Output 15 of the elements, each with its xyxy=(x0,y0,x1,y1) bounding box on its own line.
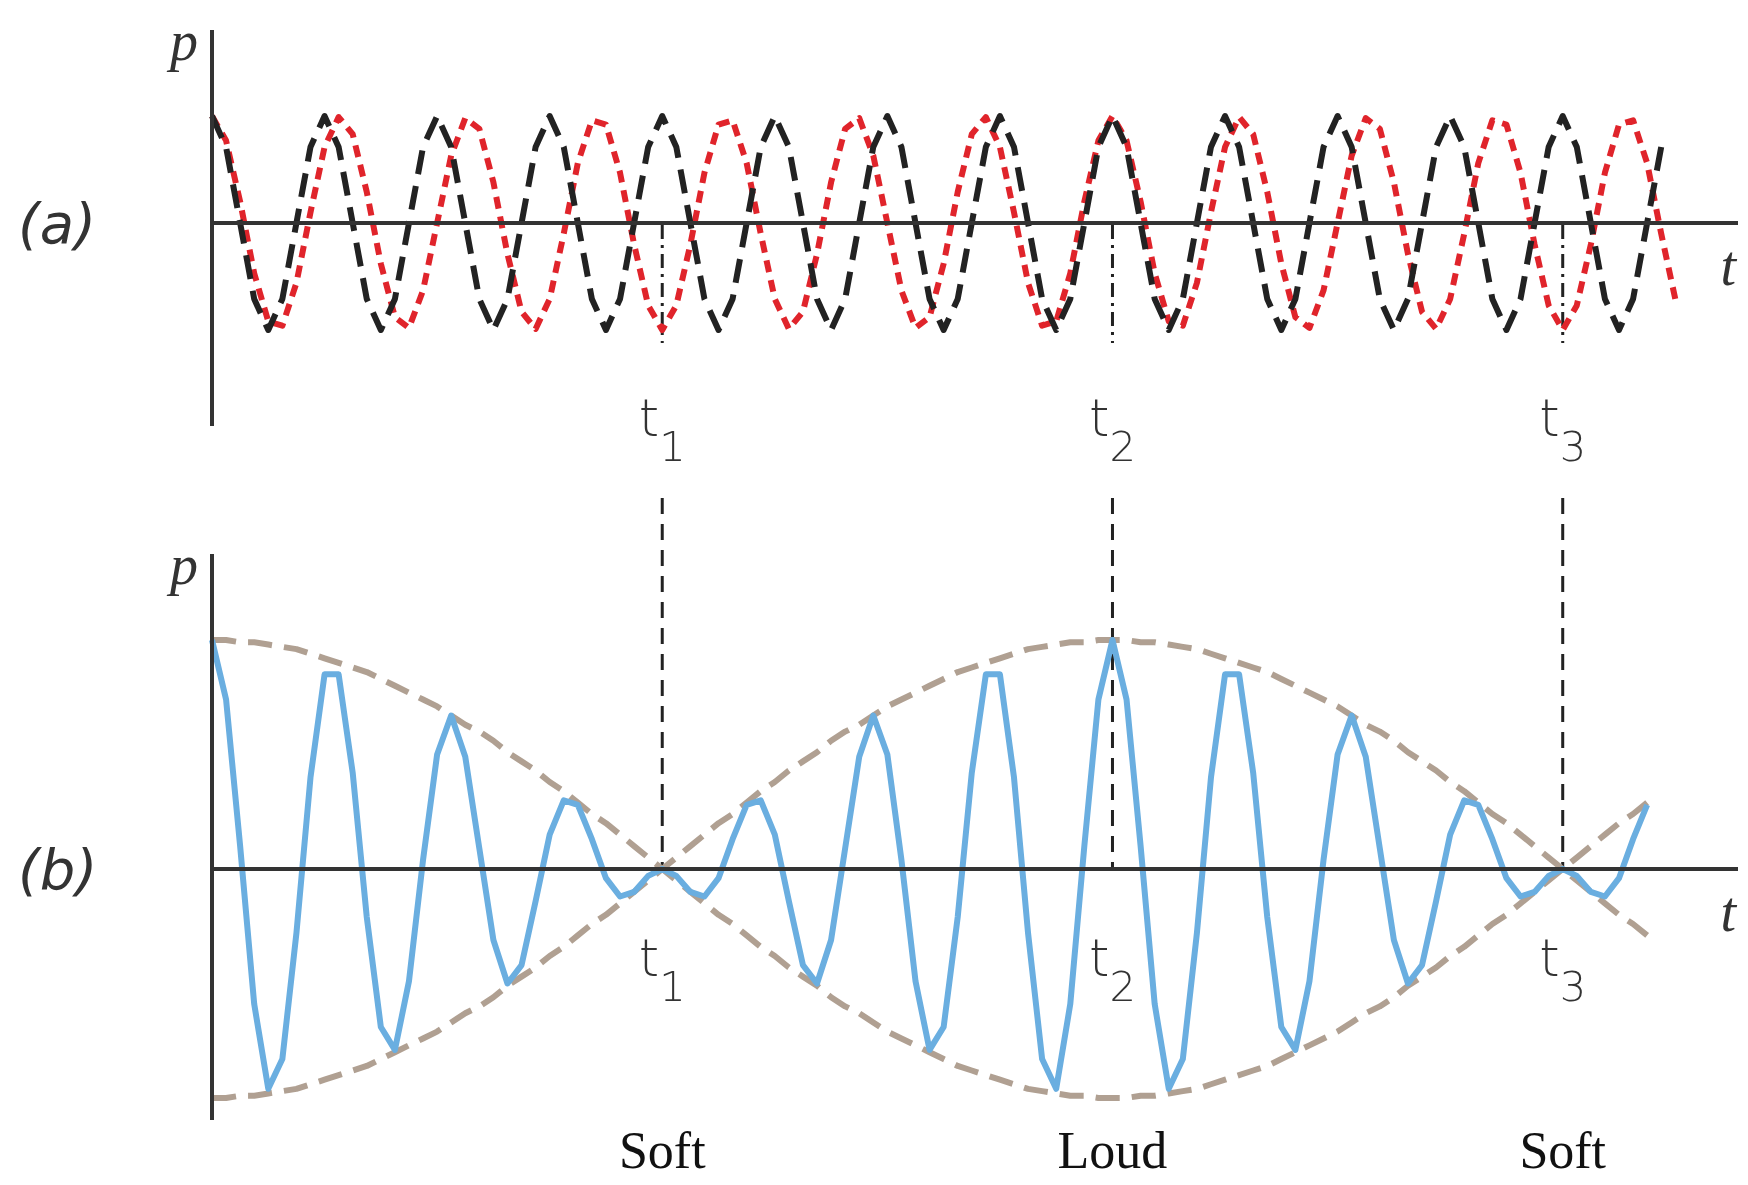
x-tick-label: t$_{1}$ xyxy=(638,928,686,1011)
x-tick-label: t$_{1}$ xyxy=(638,388,686,471)
y-axis-title: p xyxy=(166,534,198,596)
x-tick-label: t$_{2}$ xyxy=(1089,388,1136,471)
text: Loud xyxy=(1057,1122,1168,1179)
text: (b) xyxy=(18,837,98,902)
y-axis-title: p xyxy=(166,10,198,72)
x-tick-label: t$_{3}$ xyxy=(1539,388,1587,471)
x-tick-label: t$_{2}$ xyxy=(1089,928,1136,1011)
x-axis-title: t xyxy=(1720,235,1738,297)
x-axis-title: t xyxy=(1720,881,1738,943)
x-tick-label: t$_{3}$ xyxy=(1539,928,1587,1011)
text: Soft xyxy=(1519,1122,1607,1179)
text: Soft xyxy=(618,1122,707,1179)
text: (a) xyxy=(18,191,97,256)
